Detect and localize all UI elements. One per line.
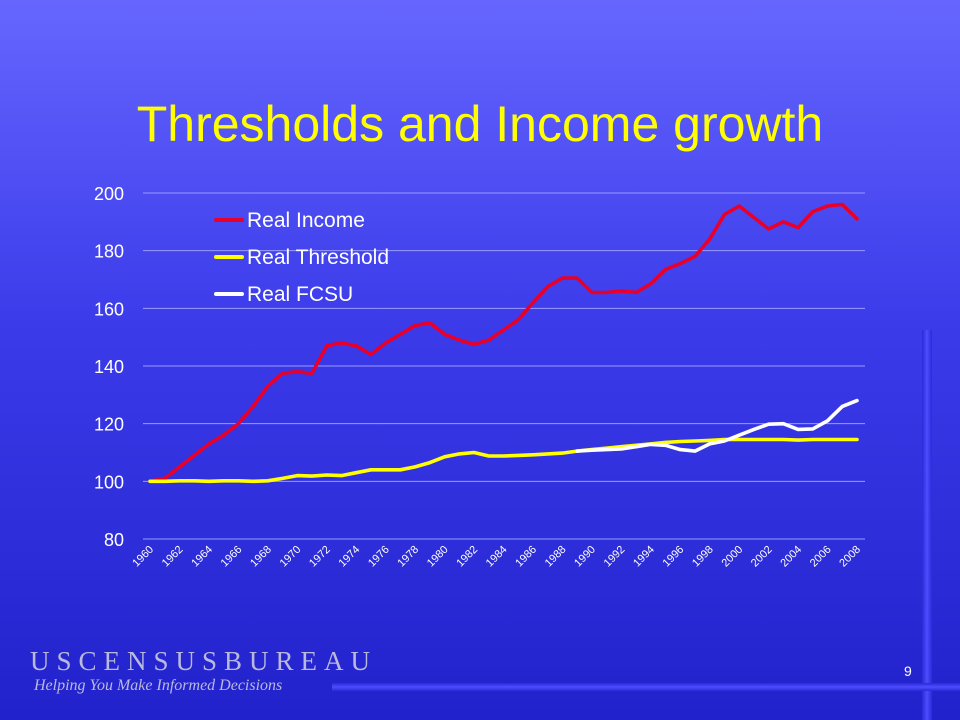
legend-label: Real Threshold	[247, 246, 389, 269]
x-axis-ticks: 1960 1962 1964 1966 1968 1970 1972 1974 1976 1978…	[130, 544, 863, 570]
x-tick-label: 1966	[219, 544, 245, 570]
chart-grid	[143, 192, 865, 540]
x-tick-label: 1982	[454, 544, 480, 570]
y-tick-label: 160	[94, 299, 124, 319]
y-axis-ticks: 80 100 120 140 160 180 200	[94, 184, 124, 550]
x-tick-label: 1972	[307, 544, 333, 570]
census-bureau-logo: USCENSUSBUREAU	[30, 646, 378, 676]
slide-title: Thresholds and Income growth	[136, 96, 824, 152]
x-tick-label: 1974	[337, 544, 363, 570]
x-tick-label: 2000	[719, 544, 745, 570]
decorative-vertical-bar	[922, 330, 932, 720]
y-tick-label: 180	[94, 242, 124, 262]
x-tick-label: 1978	[395, 544, 421, 570]
y-tick-label: 200	[94, 184, 124, 204]
series-line-real-threshold	[148, 437, 859, 484]
slide-number: 9	[904, 663, 912, 679]
legend-label: Real Income	[247, 209, 365, 232]
x-tick-label: 1962	[160, 544, 186, 570]
x-tick-label: 2002	[749, 544, 775, 570]
y-tick-label: 140	[94, 357, 124, 377]
logo-tagline: Helping You Make Informed Decisions	[34, 677, 283, 694]
legend-label: Real FCSU	[247, 283, 353, 306]
x-tick-label: 1968	[248, 544, 274, 570]
x-tick-label: 1986	[513, 544, 539, 570]
x-tick-label: 1998	[690, 544, 716, 570]
x-tick-label: 1996	[661, 544, 687, 570]
x-tick-label: 1960	[130, 544, 156, 570]
y-tick-label: 120	[94, 415, 124, 435]
chart-legend: Real Income Real Threshold Real FCSU	[214, 209, 389, 306]
chart-series	[148, 202, 859, 484]
x-tick-label: 2006	[808, 544, 834, 570]
y-tick-label: 100	[94, 472, 124, 492]
x-tick-label: 1990	[572, 544, 598, 570]
x-tick-label: 2004	[778, 544, 804, 570]
x-tick-label: 1976	[366, 544, 392, 570]
x-tick-label: 1964	[189, 544, 215, 570]
x-tick-label: 1988	[543, 544, 569, 570]
x-tick-label: 2008	[837, 544, 863, 570]
series-line-real-income	[148, 202, 859, 484]
x-tick-label: 1994	[631, 544, 657, 570]
decorative-horizontal-bar	[332, 683, 960, 691]
x-tick-label: 1980	[425, 544, 451, 570]
x-tick-label: 1984	[484, 544, 510, 570]
series-line-real-fcsu	[575, 398, 859, 453]
y-tick-label: 80	[104, 530, 124, 550]
x-tick-label: 1970	[278, 544, 304, 570]
x-tick-label: 1992	[602, 544, 628, 570]
